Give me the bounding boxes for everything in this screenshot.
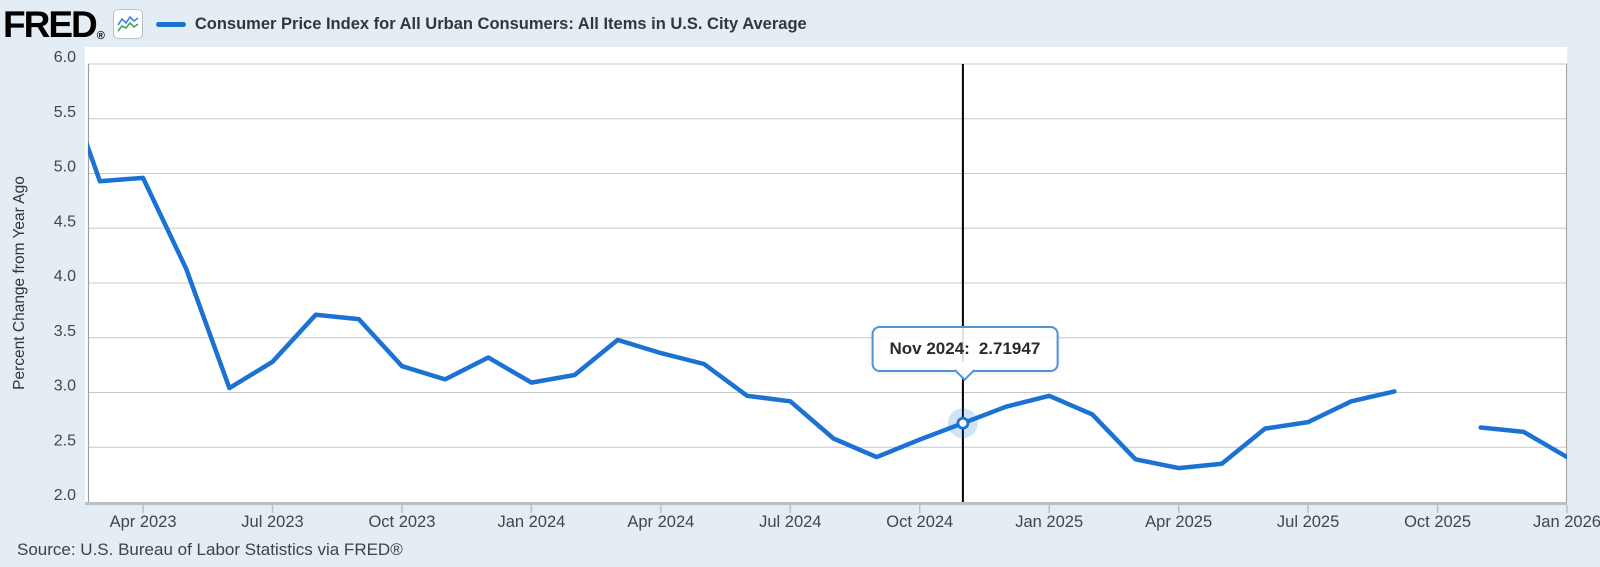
x-tick-label: Jan 2024 [497, 513, 565, 531]
y-tick-label: 3.0 [54, 378, 76, 395]
x-tick-label: Apr 2025 [1145, 513, 1212, 531]
x-tick-label: Oct 2023 [368, 513, 435, 531]
tooltip-date-label: Nov 2024: [889, 339, 970, 358]
plot-background [85, 47, 1567, 502]
tooltip-value: 2.71947 [978, 339, 1041, 358]
x-tick-label: Jan 2025 [1015, 513, 1083, 531]
y-tick-label: 5.0 [54, 159, 76, 176]
y-tick-label: 2.5 [54, 432, 76, 449]
hover-tooltip: Nov 2024: 2.71947 [871, 326, 1059, 382]
y-axis-title: Percent Change from Year Ago [11, 176, 28, 390]
y-tick-label: 6.0 [54, 49, 76, 66]
fred-sparkline-icon [112, 9, 143, 39]
y-tick-label: 4.5 [54, 213, 76, 230]
y-tick-label: 5.5 [54, 104, 76, 121]
y-tick-label: 4.0 [54, 268, 76, 285]
registered-mark: ® [96, 29, 105, 42]
sparkline-icon-graphic [117, 15, 139, 32]
chart-title: Consumer Price Index for All Urban Consu… [194, 14, 807, 33]
x-tick-label: Oct 2025 [1404, 513, 1471, 531]
x-tick-label: Jul 2024 [759, 513, 821, 531]
x-tick-label: Jul 2025 [1277, 513, 1339, 531]
series-line[interactable] [57, 60, 1567, 471]
source-attribution: Source: U.S. Bureau of Labor Statistics … [17, 540, 403, 559]
chart-header: FRED ® Consumer Price Index for All Urban… [0, 2, 807, 46]
series-legend-line[interactable] [155, 21, 186, 27]
y-tick-label: 3.5 [54, 323, 76, 340]
fred-logo-text: FRED [3, 3, 98, 45]
x-tick-label: Jan 2026 [1533, 513, 1600, 531]
x-tick-label: Apr 2024 [627, 513, 694, 531]
x-tick-label: Apr 2023 [110, 513, 177, 531]
y-tick-label: 2.0 [54, 487, 76, 504]
hover-point-marker[interactable] [956, 416, 970, 430]
x-tick-label: Jul 2023 [241, 513, 303, 531]
fred-logo: FRED ® [3, 6, 105, 43]
x-tick-label: Oct 2024 [886, 513, 953, 531]
